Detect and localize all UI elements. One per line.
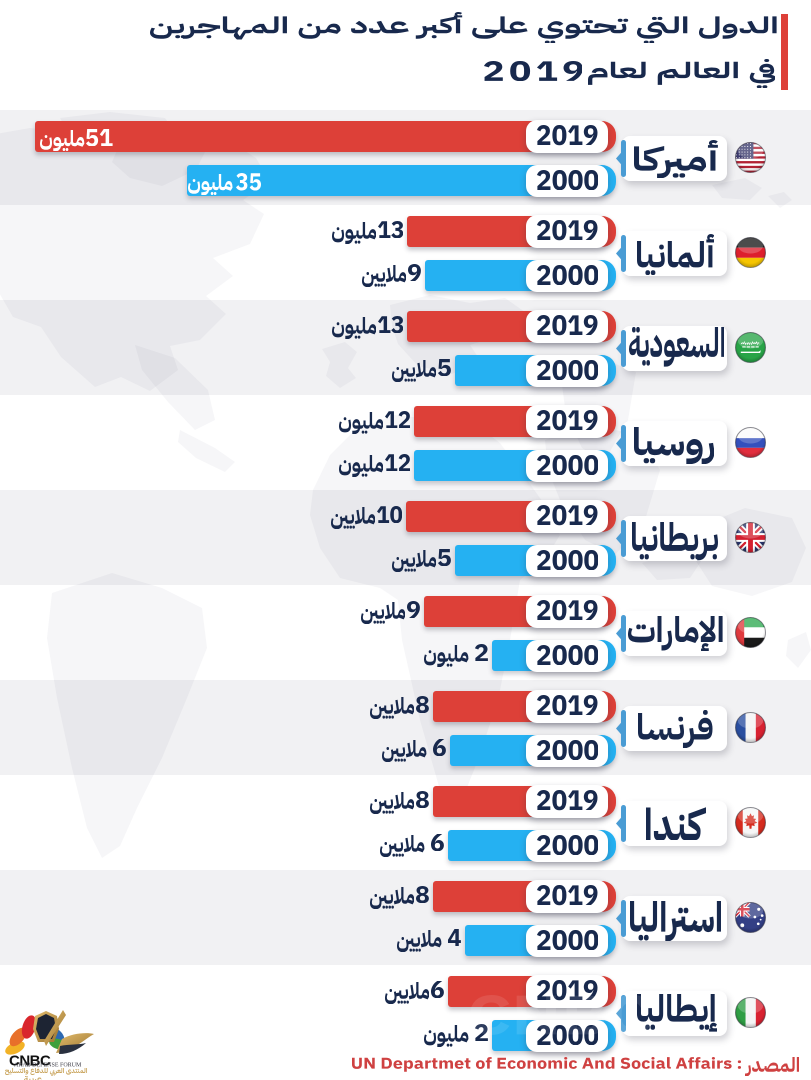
- svg-text:ARAB DEFENSE FORUM: ARAB DEFENSE FORUM: [14, 1063, 82, 1069]
- svg-text:CNBC: CNBC: [9, 1053, 51, 1070]
